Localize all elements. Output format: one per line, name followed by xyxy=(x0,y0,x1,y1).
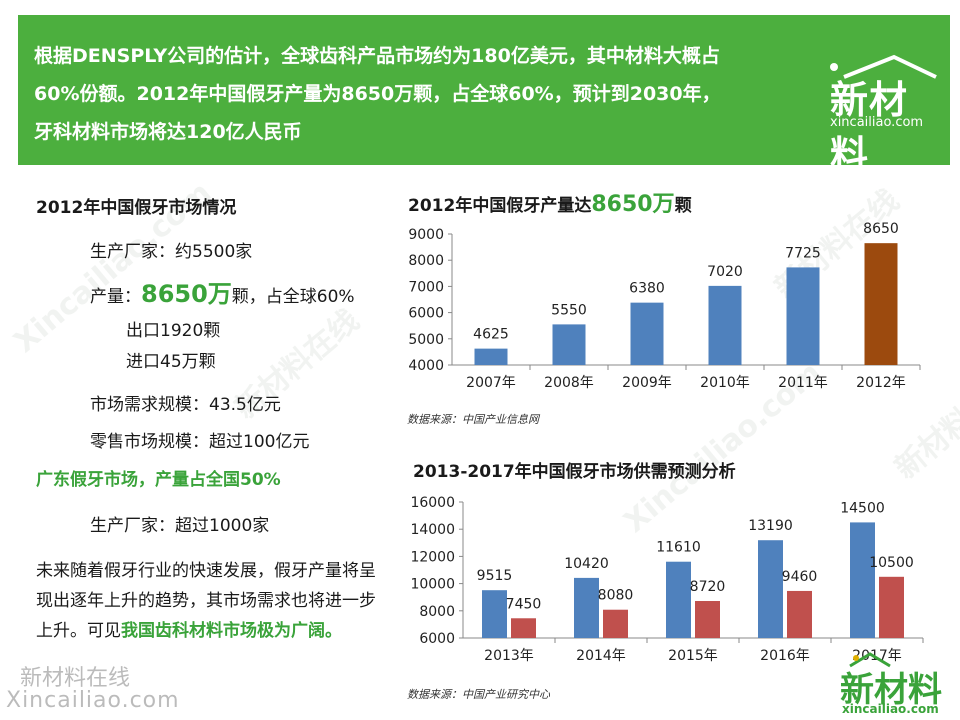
corner-logo-text: 新材料 xyxy=(840,670,942,710)
bar xyxy=(630,302,664,365)
logo-text: 新材料 xyxy=(830,78,909,177)
banner-line: 根据DENSPLY公司的估计，全球齿科产品市场约为180亿美元，其中材料大概占 xyxy=(34,45,720,67)
bar xyxy=(552,324,586,365)
chart2-source: 数据来源：中国产业研究中心 xyxy=(407,688,550,701)
data-label: 8080 xyxy=(598,588,634,604)
y-tick-label: 6000 xyxy=(408,306,444,322)
supply-demand-bar-chart: 6000 8000 10000 12000 14000 16000 2013年 9515 745… xyxy=(410,495,924,664)
data-label: 4625 xyxy=(473,327,509,343)
bar xyxy=(482,590,507,638)
manufacturers-text: 生产厂家：约5500家 xyxy=(90,242,253,262)
data-label: 5550 xyxy=(551,302,587,318)
demand-text: 市场需求规模：43.5亿元 xyxy=(90,395,281,415)
watermark-cn: 新材料在线 xyxy=(20,666,131,691)
roof-icon xyxy=(830,54,937,79)
chart1-source: 数据来源：中国产业信息网 xyxy=(407,413,539,426)
bar xyxy=(666,561,691,638)
watermark-en: Xincailiao.com xyxy=(6,688,180,713)
production-bar-chart: 4000 5000 6000 7000 8000 9000 2007年 4625 2008年 55… xyxy=(408,221,921,391)
data-label: 14500 xyxy=(840,500,885,516)
banner-line: 牙科材料市场将达120亿人民币 xyxy=(34,121,302,143)
roof-icon xyxy=(849,652,891,668)
data-label: 9460 xyxy=(782,569,818,585)
data-label: 10500 xyxy=(869,555,914,571)
data-label: 10420 xyxy=(564,556,609,572)
x-tick-label: 2013年 xyxy=(484,648,534,664)
y-tick-label: 9000 xyxy=(408,227,444,243)
logo-url: xincailiao.com xyxy=(830,115,924,130)
chart1-title: 2012年中国假牙产量达8650万颗 xyxy=(408,186,692,218)
header-banner: 根据DENSPLY公司的估计，全球齿科产品市场约为180亿美元，其中材料大概占 … xyxy=(18,15,950,177)
bar xyxy=(850,522,875,638)
data-label: 7725 xyxy=(785,245,821,261)
bar xyxy=(474,348,508,365)
section-title: 2012年中国假牙市场情况 xyxy=(36,198,237,218)
x-tick-label: 2009年 xyxy=(622,375,672,391)
bar xyxy=(708,285,742,365)
x-tick-label: 2016年 xyxy=(760,648,810,664)
chart2-title: 2013-2017年中国假牙市场供需预测分析 xyxy=(413,462,736,482)
data-label: 8650 xyxy=(863,221,899,237)
x-tick-label: 2011年 xyxy=(778,375,828,391)
x-tick-label: 2007年 xyxy=(466,375,516,391)
bar xyxy=(879,576,904,638)
data-label: 7450 xyxy=(506,596,542,612)
x-tick-label: 2012年 xyxy=(856,375,906,391)
y-tick-label: 10000 xyxy=(410,577,455,593)
export-text: 出口1920颗 xyxy=(126,321,221,341)
x-tick-label: 2010年 xyxy=(700,375,750,391)
output-value: 8650万 xyxy=(141,280,232,308)
x-tick-label: 2017年 xyxy=(852,648,902,664)
y-tick-label: 5000 xyxy=(408,332,444,348)
bar xyxy=(758,540,783,638)
retail-text: 零售市场规模：超过100亿元 xyxy=(90,432,310,452)
outlook-text: 未来随着假牙行业的快速发展，假牙产量将呈现出逐年上升的趋势，其市场需求也将进一步… xyxy=(36,561,376,641)
bar xyxy=(786,267,820,365)
corner-logo: 新材料 xincailiao.com xyxy=(836,652,956,718)
output-text: 产量：8650万颗，占全球60% xyxy=(90,274,355,309)
banner-line: 60%份额。2012年中国假牙产量为8650万颗，占全球60%，预计到2030年… xyxy=(34,83,721,105)
bar xyxy=(574,577,599,638)
y-tick-label: 8000 xyxy=(408,253,444,269)
data-label: 6380 xyxy=(629,281,665,297)
import-text: 进口45万颗 xyxy=(126,352,216,372)
guangdong-text: 广东假牙市场，产量占全国50% xyxy=(36,470,281,490)
corner-logo-url: xincailiao.com xyxy=(842,702,939,716)
chart1-title-suffix: 颗 xyxy=(674,196,692,216)
data-label: 8720 xyxy=(690,579,726,595)
data-label: 7020 xyxy=(707,264,743,280)
x-tick-label: 2014年 xyxy=(576,648,626,664)
x-tick-label: 2015年 xyxy=(668,648,718,664)
outlook-highlight: 我国齿科材料市场极为广阔。 xyxy=(121,621,342,641)
data-label: 13190 xyxy=(748,518,793,534)
y-tick-label: 7000 xyxy=(408,279,444,295)
bar xyxy=(695,601,720,638)
bar xyxy=(864,243,898,365)
bar xyxy=(603,609,628,638)
outlook-paragraph: 未来随着假牙行业的快速发展，假牙产量将呈现出逐年上升的趋势，其市场需求也将进一步… xyxy=(36,556,386,646)
chart1-title-prefix: 2012年中国假牙产量达 xyxy=(408,196,592,216)
y-tick-label: 14000 xyxy=(410,522,455,538)
y-tick-label: 12000 xyxy=(410,549,455,565)
bar xyxy=(511,618,536,638)
gd-manufacturers-text: 生产厂家：超过1000家 xyxy=(90,516,270,536)
x-tick-label: 2008年 xyxy=(544,375,594,391)
brand-logo: 新材料 xincailiao.com xyxy=(822,47,942,177)
y-tick-label: 4000 xyxy=(408,358,444,374)
data-label: 11610 xyxy=(656,540,701,556)
data-label: 9515 xyxy=(477,568,513,584)
y-tick-label: 6000 xyxy=(419,631,455,647)
output-suffix: 颗，占全球60% xyxy=(231,287,355,307)
banner-text: 根据DENSPLY公司的估计，全球齿科产品市场约为180亿美元，其中材料大概占 … xyxy=(34,37,794,151)
chart1-title-highlight: 8650万 xyxy=(591,192,675,217)
y-tick-label: 8000 xyxy=(419,604,455,620)
y-tick-label: 16000 xyxy=(410,495,455,511)
output-prefix: 产量： xyxy=(90,287,141,307)
bar xyxy=(787,590,812,638)
